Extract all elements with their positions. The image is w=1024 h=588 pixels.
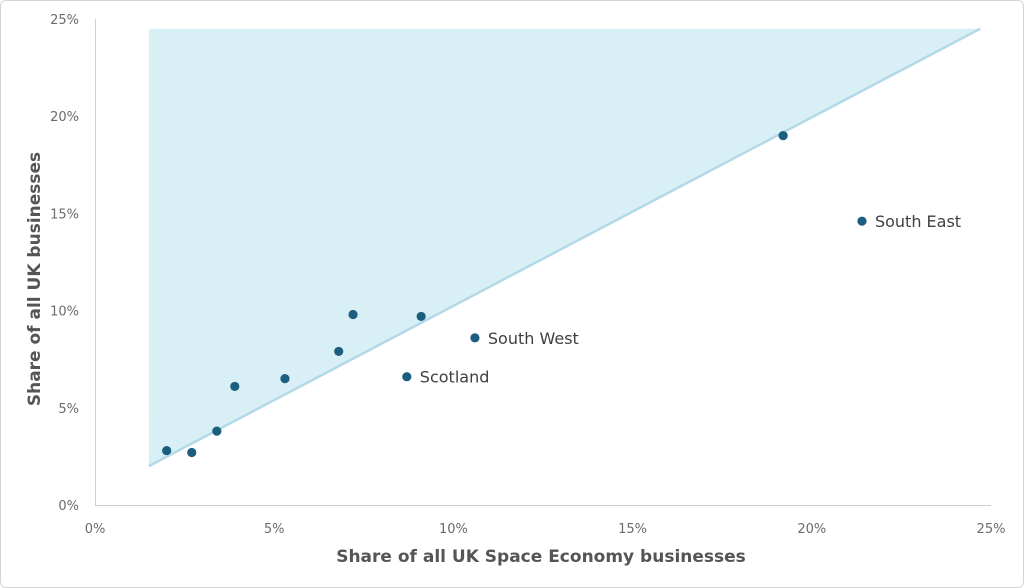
data-point [212, 426, 222, 436]
x-axis-ticks: 0% 5% 10% 15% 20% 25% [85, 522, 1006, 537]
data-point [334, 346, 344, 357]
data-point [402, 372, 412, 382]
point-labels: Scotland South West South East [420, 212, 961, 387]
data-point [348, 309, 358, 320]
data-point-label: South West [488, 329, 579, 348]
data-points [162, 131, 867, 458]
y-tick-label: 10% [50, 305, 79, 320]
data-point [280, 374, 290, 384]
x-tick-label: 10% [439, 522, 468, 537]
x-tick-label: 20% [797, 522, 826, 537]
y-tick-label: 0% [58, 499, 79, 514]
y-axis-ticks: 0% 5% 10% 15% 20% 25% [50, 13, 79, 514]
y-tick-label: 25% [50, 13, 79, 28]
data-point [470, 333, 480, 343]
data-point [230, 381, 240, 392]
data-point-label: South East [875, 212, 961, 231]
data-point [416, 311, 426, 322]
data-point [187, 447, 197, 458]
x-axis-title: Share of all UK Space Economy businesses [336, 547, 746, 567]
y-tick-label: 20% [50, 110, 79, 125]
x-tick-label: 25% [977, 522, 1006, 537]
x-tick-label: 15% [618, 522, 647, 537]
x-tick-label: 0% [85, 522, 106, 537]
data-point [778, 131, 788, 141]
data-point-label: Scotland [420, 368, 490, 387]
reference-line [148, 27, 981, 468]
x-tick-label: 5% [264, 522, 285, 537]
y-tick-label: 5% [58, 402, 79, 417]
y-axis-title: Share of all UK businesses [25, 152, 45, 406]
data-point [162, 445, 172, 456]
y-tick-label: 15% [50, 207, 79, 222]
data-point [857, 216, 867, 226]
